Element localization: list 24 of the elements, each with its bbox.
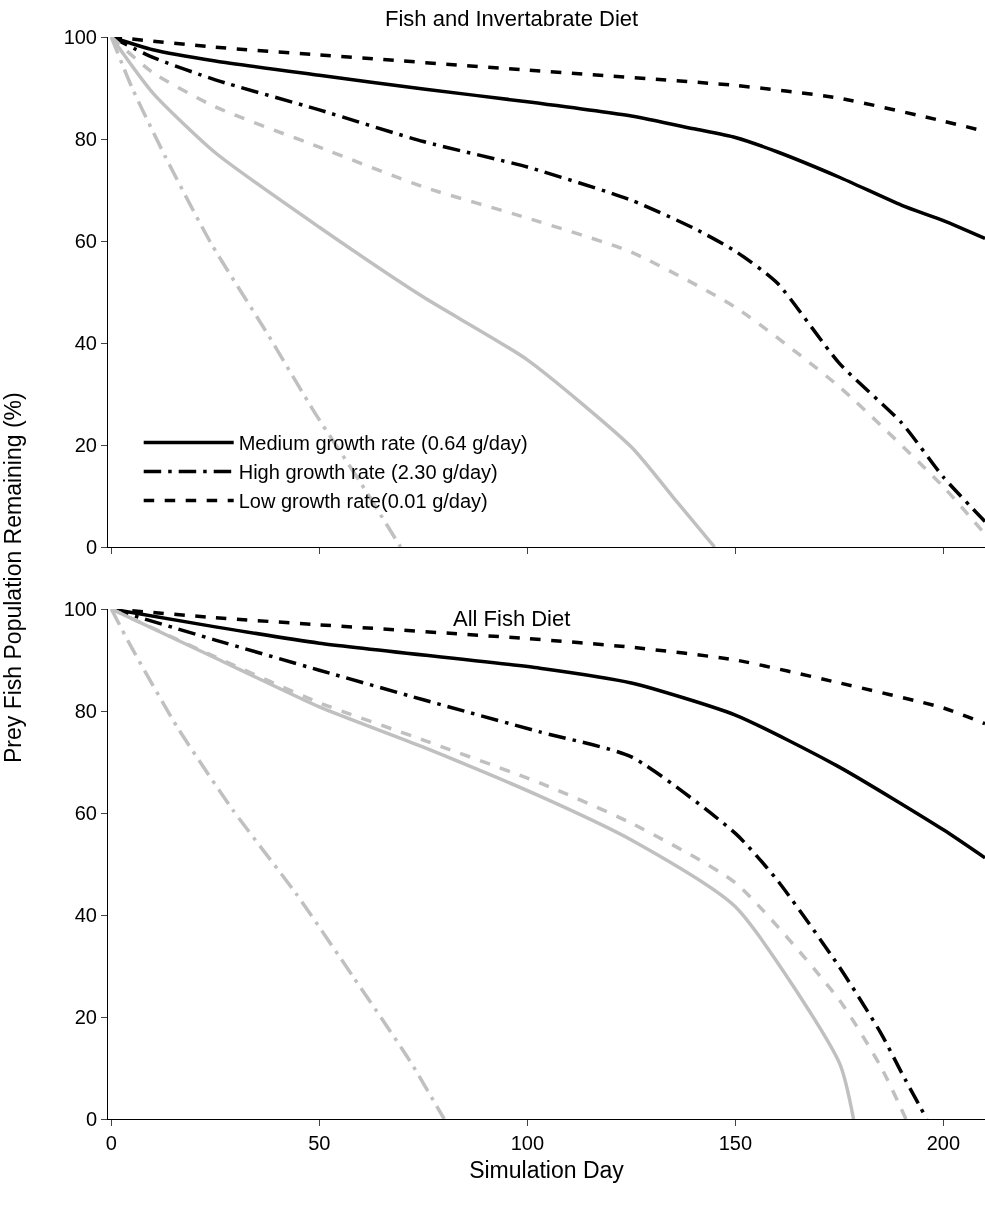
y-tick-label: 40: [74, 332, 97, 354]
y-tick-label: 40: [74, 904, 97, 926]
legend-label: High growth rate (2.30 g/day): [238, 461, 498, 484]
x-tick-label: 50: [308, 1132, 331, 1154]
y-tick-label: 80: [74, 700, 97, 722]
y-tick-label: 0: [85, 1108, 97, 1130]
x-tick-label: 100: [510, 1132, 545, 1154]
x-tick-label: 200: [926, 1132, 961, 1154]
y-tick-label: 20: [74, 1006, 97, 1028]
y-tick-label: 60: [74, 802, 97, 824]
y-tick-label: 100: [63, 598, 97, 620]
y-tick-label: 100: [63, 26, 97, 48]
x-axis-title: Simulation Day: [469, 1156, 625, 1183]
y-axis-title: Prey Fish Population Remaining (%): [0, 392, 26, 763]
y-tick-label: 60: [74, 230, 97, 252]
x-tick-label: 150: [718, 1132, 753, 1154]
y-tick-label: 80: [74, 128, 97, 150]
x-tick-label: 0: [105, 1132, 117, 1154]
chart-title: All Fish Diet: [453, 606, 571, 631]
chart-title: Fish and Invertabrate Diet: [385, 6, 639, 31]
y-tick-label: 20: [74, 434, 97, 456]
legend-label: Low growth rate(0.01 g/day): [238, 490, 488, 513]
legend-label: Medium growth rate (0.64 g/day): [238, 432, 528, 455]
y-tick-label: 0: [85, 536, 97, 558]
